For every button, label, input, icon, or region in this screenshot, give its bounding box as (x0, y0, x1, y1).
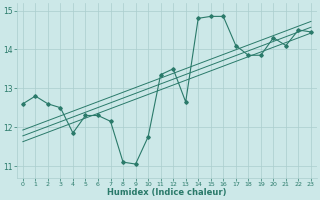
X-axis label: Humidex (Indice chaleur): Humidex (Indice chaleur) (107, 188, 227, 197)
